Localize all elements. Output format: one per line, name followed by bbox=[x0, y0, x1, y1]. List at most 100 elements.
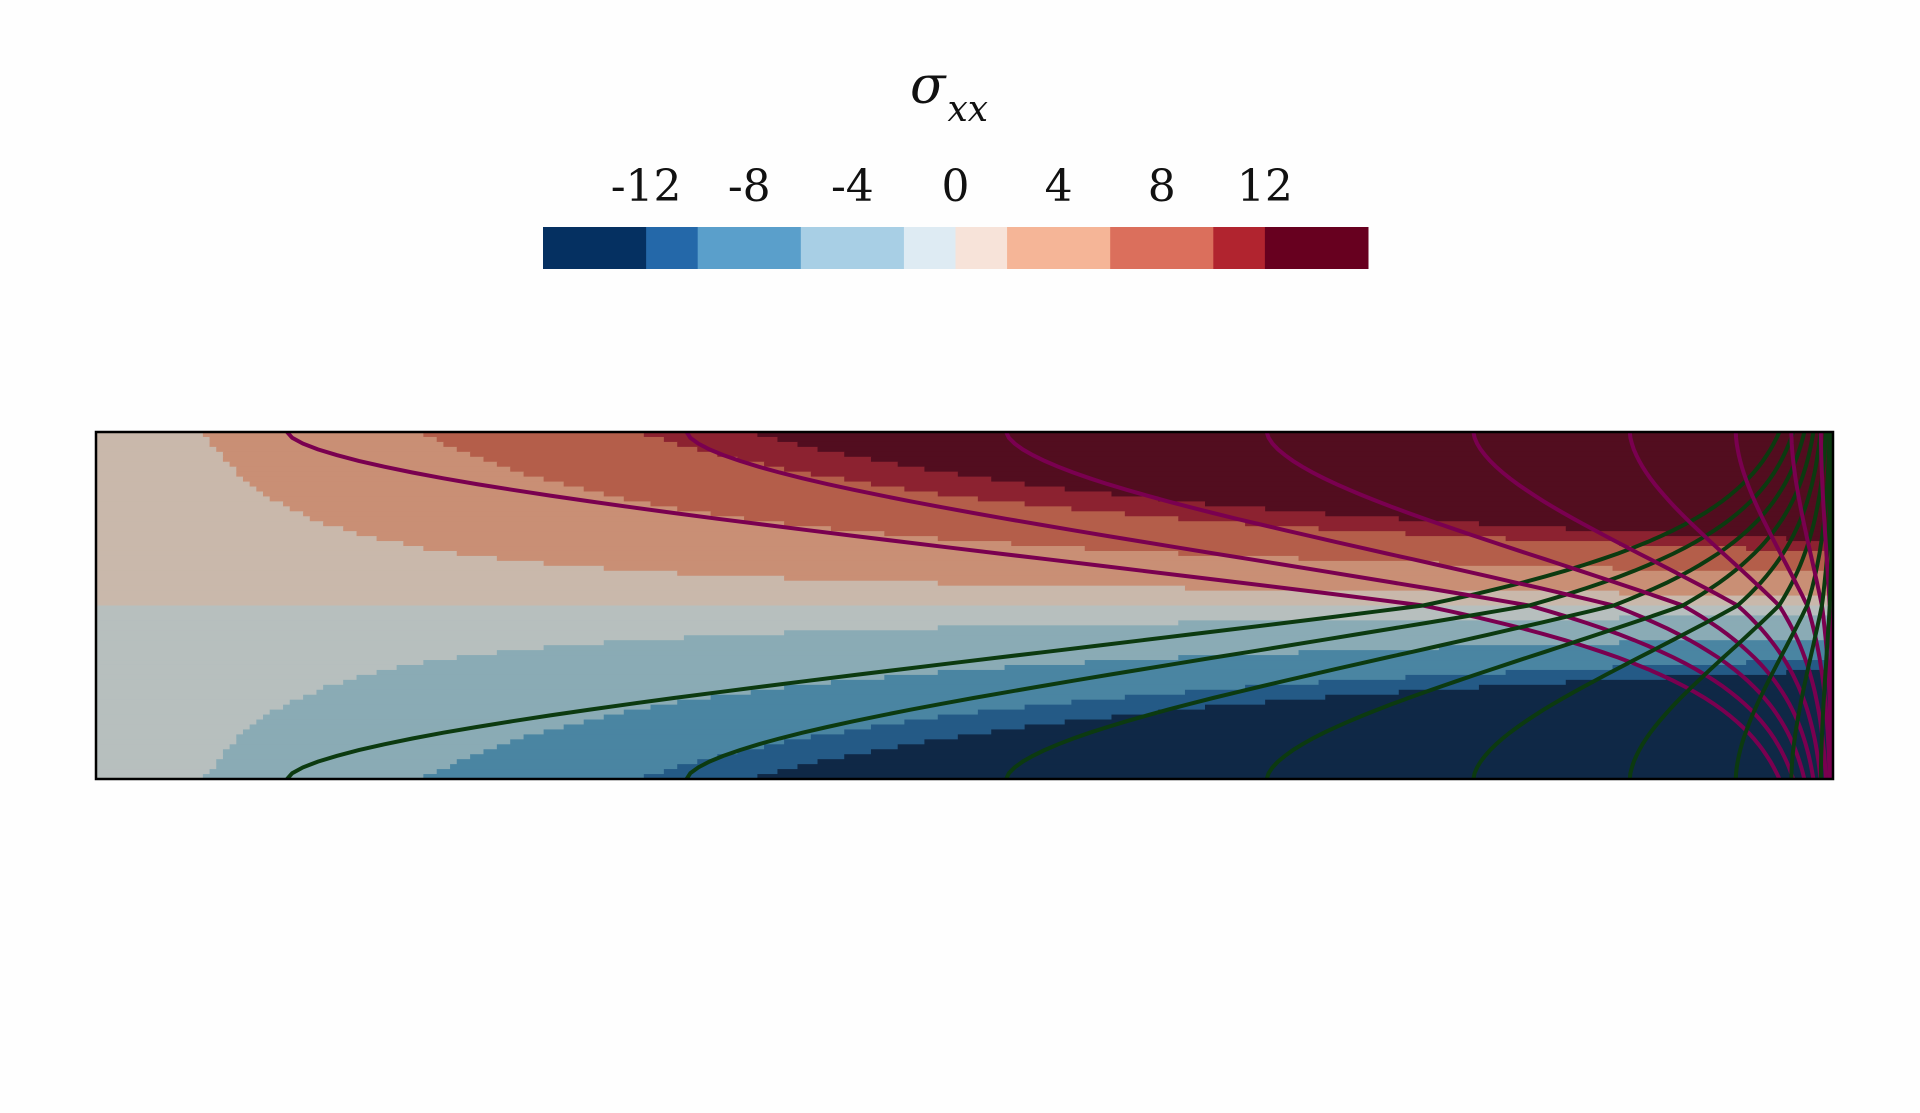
stress-band bbox=[1318, 679, 1567, 686]
stress-band bbox=[757, 774, 1833, 779]
stress-band bbox=[1298, 555, 1833, 562]
stress-band bbox=[1619, 640, 1833, 646]
stress-band bbox=[236, 734, 525, 740]
stress-band bbox=[96, 704, 284, 711]
stress-band bbox=[784, 575, 1833, 582]
stress-band bbox=[1158, 496, 1833, 502]
stress-band bbox=[810, 734, 959, 740]
stress-band bbox=[249, 724, 565, 731]
stress-band bbox=[96, 546, 424, 552]
stress-band bbox=[1505, 669, 1787, 676]
stress-band bbox=[209, 769, 438, 775]
stress-band bbox=[96, 501, 284, 507]
stress-band bbox=[663, 769, 779, 775]
stress-band bbox=[209, 441, 444, 448]
stress-band bbox=[784, 739, 926, 745]
stress-band bbox=[269, 709, 625, 716]
stress-band bbox=[1478, 684, 1833, 691]
stress-band bbox=[496, 744, 765, 750]
stress-band bbox=[677, 764, 799, 770]
stress-band bbox=[737, 456, 872, 463]
stress-band bbox=[456, 655, 1179, 661]
stress-band bbox=[1178, 550, 1833, 557]
stress-band bbox=[1024, 501, 1206, 507]
stress-band bbox=[523, 734, 812, 740]
stress-band bbox=[1612, 565, 1833, 572]
stress-band bbox=[1619, 615, 1833, 621]
stress-band bbox=[96, 580, 939, 587]
stress-band bbox=[1064, 719, 1833, 726]
stress-band bbox=[510, 739, 785, 745]
stress-band bbox=[96, 575, 785, 582]
stress-band bbox=[750, 689, 1186, 696]
stress-band bbox=[991, 729, 1833, 735]
stress-band bbox=[924, 739, 1833, 745]
stress-band bbox=[1619, 541, 1833, 547]
stress-band bbox=[236, 471, 525, 478]
stress-band bbox=[96, 441, 211, 448]
stress-band bbox=[844, 476, 992, 483]
stress-band bbox=[1084, 546, 1747, 552]
stress-band bbox=[96, 769, 211, 775]
colorbar-swatch bbox=[955, 227, 1008, 269]
colorbar-swatch bbox=[697, 227, 802, 269]
stress-band bbox=[1011, 541, 1620, 547]
stress-band bbox=[216, 764, 451, 770]
stress-band bbox=[423, 774, 645, 779]
stress-band bbox=[96, 506, 291, 512]
stress-band bbox=[1184, 585, 1833, 592]
stress-band bbox=[496, 555, 1300, 562]
colorbar-swatch bbox=[543, 227, 647, 269]
stress-band bbox=[817, 446, 1833, 453]
stress-band bbox=[96, 451, 224, 458]
stress-band bbox=[222, 754, 471, 760]
stress-band bbox=[96, 471, 237, 478]
colorbar-swatch bbox=[903, 227, 956, 269]
stress-band bbox=[744, 516, 1179, 522]
stress-band bbox=[263, 714, 605, 721]
stress-band bbox=[470, 451, 718, 458]
stress-band bbox=[96, 600, 1833, 607]
stress-band bbox=[496, 461, 765, 468]
stress-band bbox=[583, 486, 905, 493]
stress-trajectories bbox=[285, 432, 1833, 779]
stress-band bbox=[1746, 660, 1833, 666]
stress-band bbox=[844, 729, 992, 735]
stress-band bbox=[316, 689, 752, 696]
beam-outline bbox=[94, 430, 1835, 781]
stress-band bbox=[543, 645, 1440, 651]
stress-band bbox=[717, 754, 845, 760]
colorbar-swatch bbox=[1264, 227, 1369, 269]
stress-band bbox=[216, 446, 458, 453]
stress-band bbox=[96, 590, 1620, 597]
stress-band bbox=[884, 531, 1407, 537]
stress-band bbox=[1004, 664, 1614, 671]
stress-band bbox=[96, 585, 1186, 592]
stress-band bbox=[96, 684, 324, 691]
stress-band bbox=[96, 615, 1620, 621]
title-symbol: σ bbox=[910, 56, 946, 116]
colorbar-ticks: -12 -8 -4 0 4 8 12 bbox=[611, 161, 1293, 212]
stress-band bbox=[209, 436, 438, 443]
stress-band bbox=[423, 432, 645, 438]
stress-band bbox=[677, 441, 799, 448]
trajectory-tensile bbox=[1733, 432, 1832, 779]
stress-band bbox=[443, 441, 678, 448]
colorbar-swatch bbox=[1007, 227, 1111, 269]
stress-band bbox=[904, 719, 1066, 726]
stress-band bbox=[96, 466, 237, 473]
stress-band bbox=[1111, 491, 1833, 498]
stress-band bbox=[96, 739, 237, 745]
stress-band bbox=[623, 496, 979, 502]
stress-band bbox=[242, 729, 545, 735]
stress-band bbox=[1325, 511, 1833, 517]
stress-band bbox=[96, 719, 257, 726]
stress-band bbox=[623, 709, 979, 716]
stress-band bbox=[1024, 724, 1833, 731]
stress-band bbox=[96, 774, 204, 779]
colorbar bbox=[543, 227, 1369, 269]
stress-band bbox=[737, 749, 872, 755]
stress-band bbox=[96, 729, 244, 735]
stress-band bbox=[96, 496, 271, 502]
stress-band bbox=[423, 546, 1086, 552]
